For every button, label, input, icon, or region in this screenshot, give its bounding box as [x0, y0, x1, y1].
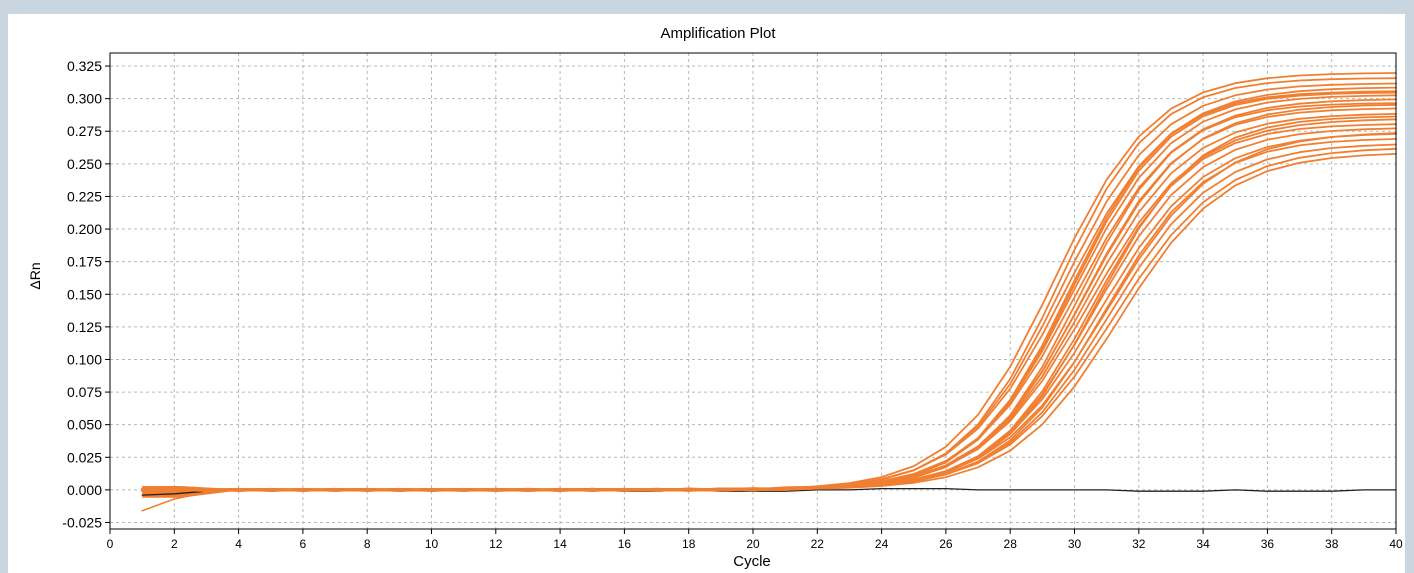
- y-tick-label: 0.250: [67, 156, 102, 172]
- x-tick-label: 22: [811, 537, 825, 551]
- axis-layer: 0 2 4 6 8 10 12 14 16 18 20 22 24 26 28 30 32 34 36 38 40-0.…: [62, 52, 1403, 551]
- x-tick-label: 16: [618, 537, 632, 551]
- x-tick-label: 20: [746, 537, 760, 551]
- y-tick-label: 0.175: [67, 254, 102, 270]
- series-layer: [141, 72, 1397, 512]
- y-tick-label: 0.275: [67, 123, 102, 139]
- y-tick-label: 0.225: [67, 188, 102, 204]
- chart-title: Amplification Plot: [660, 25, 776, 42]
- y-tick-label: 0.000: [67, 482, 102, 498]
- y-tick-label: 0.200: [67, 221, 102, 237]
- x-tick-label: 0: [107, 537, 114, 551]
- x-tick-label: 38: [1325, 537, 1339, 551]
- y-axis-label: ΔRn: [27, 262, 43, 289]
- x-axis-label: Cycle: [733, 553, 771, 570]
- x-tick-label: 12: [489, 537, 503, 551]
- y-tick-label: -0.025: [62, 514, 102, 530]
- y-tick-label: 0.050: [67, 417, 102, 433]
- x-tick-label: 28: [1004, 537, 1018, 551]
- amplification-series-line: [141, 132, 1397, 492]
- x-tick-label: 26: [939, 537, 953, 551]
- y-tick-label: 0.300: [67, 91, 102, 107]
- x-tick-label: 6: [300, 537, 307, 551]
- grid-layer: [110, 53, 1396, 529]
- plot-border: [109, 52, 1397, 530]
- x-tick-label: 30: [1068, 537, 1082, 551]
- x-tick-label: 40: [1389, 537, 1403, 551]
- x-tick-label: 24: [875, 537, 889, 551]
- x-tick-label: 14: [553, 537, 567, 551]
- x-tick-label: 36: [1261, 537, 1275, 551]
- x-tick-label: 32: [1132, 537, 1146, 551]
- y-tick-label: 0.100: [67, 351, 102, 367]
- y-tick-label: 0.125: [67, 319, 102, 335]
- x-tick-label: 2: [171, 537, 178, 551]
- x-tick-label: 10: [425, 537, 439, 551]
- x-tick-label: 18: [682, 537, 696, 551]
- x-tick-label: 4: [235, 537, 242, 551]
- y-tick-label: 0.075: [67, 384, 102, 400]
- y-tick-label: 0.150: [67, 286, 102, 302]
- y-tick-label: 0.025: [67, 449, 102, 465]
- x-tick-label: 34: [1196, 537, 1210, 551]
- x-tick-label: 8: [364, 537, 371, 551]
- low-start-series-line: [141, 489, 240, 512]
- y-tick-label: 0.325: [67, 58, 102, 74]
